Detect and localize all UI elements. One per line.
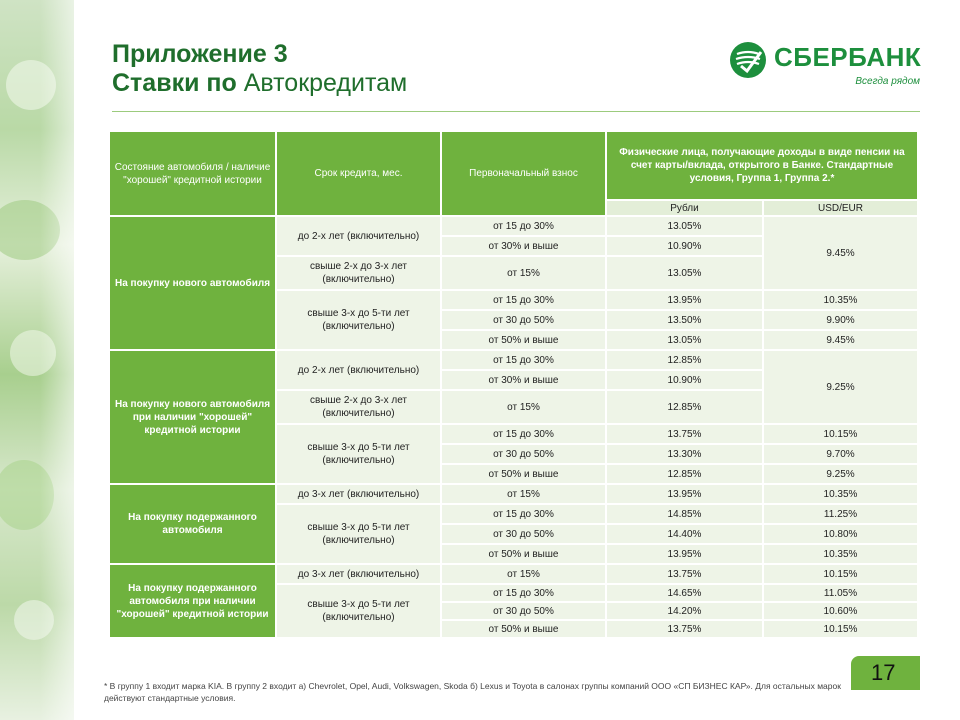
usd-rate-cell: 10.35% xyxy=(762,543,919,565)
rub-rate-cell: 13.75% xyxy=(605,619,764,639)
rates-table: Состояние автомобиля / наличие "хорошей"… xyxy=(108,130,919,639)
title-line-2-rest: Автокредитам xyxy=(236,69,408,97)
rub-rate-cell: 14.65% xyxy=(605,583,764,603)
sberbank-logo: СБЕРБАНК Всегда рядом xyxy=(728,40,928,96)
down-payment-cell: от 30% и выше xyxy=(440,235,607,257)
usd-rate-cell: 10.35% xyxy=(762,483,919,505)
slide-title: Приложение 3 Ставки по Автокредитам xyxy=(112,40,407,98)
usd-rate-cell: 9.45% xyxy=(762,329,919,351)
down-payment-cell: от 50% и выше xyxy=(440,329,607,351)
logo-tagline: Всегда рядом xyxy=(855,76,920,87)
usd-rate-cell: 9.25% xyxy=(762,463,919,485)
term-cell: свыше 3-х до 5-ти лет (включительно) xyxy=(275,503,442,565)
header-term: Срок кредита, мес. xyxy=(275,130,442,217)
term-cell: свыше 3-х до 5-ти лет (включительно) xyxy=(275,423,442,485)
down-payment-cell: от 15 до 30% xyxy=(440,349,607,371)
term-cell: свыше 3-х до 5-ти лет (включительно) xyxy=(275,583,442,639)
rub-rate-cell: 10.90% xyxy=(605,235,764,257)
rub-rate-cell: 12.85% xyxy=(605,349,764,371)
title-line-2: Ставки по Автокредитам xyxy=(112,69,407,98)
usd-rate-cell: 11.05% xyxy=(762,583,919,603)
header-condition: Состояние автомобиля / наличие "хорошей"… xyxy=(108,130,277,217)
rub-rate-cell: 13.30% xyxy=(605,443,764,465)
down-payment-cell: от 15 до 30% xyxy=(440,423,607,445)
down-payment-cell: от 15% xyxy=(440,255,607,291)
down-payment-cell: от 30 до 50% xyxy=(440,443,607,465)
down-payment-cell: от 30 до 50% xyxy=(440,309,607,331)
usd-rate-cell: 10.80% xyxy=(762,523,919,545)
rub-rate-cell: 13.05% xyxy=(605,329,764,351)
usd-rate-cell: 9.45% xyxy=(762,215,919,291)
down-payment-cell: от 30% и выше xyxy=(440,369,607,391)
category-new-car-good-history: На покупку нового автомобиля при наличии… xyxy=(108,349,277,485)
category-used-car-good-history: На покупку подержанного автомобиля при н… xyxy=(108,563,277,639)
down-payment-cell: от 30 до 50% xyxy=(440,523,607,545)
down-payment-cell: от 15% xyxy=(440,389,607,425)
title-line-1: Приложение 3 xyxy=(112,40,288,68)
rub-rate-cell: 13.05% xyxy=(605,215,764,237)
term-cell: до 2-х лет (включительно) xyxy=(275,349,442,391)
rub-rate-cell: 14.20% xyxy=(605,601,764,621)
header-down-payment: Первоначальный взнос xyxy=(440,130,607,217)
down-payment-cell: от 15 до 30% xyxy=(440,503,607,525)
rub-rate-cell: 13.95% xyxy=(605,483,764,505)
down-payment-cell: от 30 до 50% xyxy=(440,601,607,621)
down-payment-cell: от 50% и выше xyxy=(440,463,607,485)
usd-rate-cell: 10.60% xyxy=(762,601,919,621)
header-rub: Рубли xyxy=(605,199,764,217)
rub-rate-cell: 14.85% xyxy=(605,503,764,525)
usd-rate-cell: 9.25% xyxy=(762,349,919,425)
rub-rate-cell: 12.85% xyxy=(605,389,764,425)
sberbank-emblem-icon xyxy=(730,42,766,78)
rub-rate-cell: 13.75% xyxy=(605,563,764,585)
rub-rate-cell: 14.40% xyxy=(605,523,764,545)
category-new-car: На покупку нового автомобиля xyxy=(108,215,277,351)
side-fade xyxy=(40,0,100,720)
usd-rate-cell: 9.90% xyxy=(762,309,919,331)
term-cell: до 3-х лет (включительно) xyxy=(275,483,442,505)
down-payment-cell: от 15% xyxy=(440,483,607,505)
category-used-car: На покупку подержанного автомобиля xyxy=(108,483,277,565)
rub-rate-cell: 13.05% xyxy=(605,255,764,291)
rub-rate-cell: 13.50% xyxy=(605,309,764,331)
header-individuals: Физические лица, получающие доходы в вид… xyxy=(605,130,919,201)
usd-rate-cell: 10.15% xyxy=(762,563,919,585)
rub-rate-cell: 13.95% xyxy=(605,289,764,311)
slide-number: 17 xyxy=(871,660,896,685)
term-cell: до 2-х лет (включительно) xyxy=(275,215,442,257)
term-cell: до 3-х лет (включительно) xyxy=(275,563,442,585)
term-cell: свыше 2-х до 3-х лет (включительно) xyxy=(275,389,442,425)
rub-rate-cell: 13.75% xyxy=(605,423,764,445)
rub-rate-cell: 10.90% xyxy=(605,369,764,391)
term-cell: свыше 2-х до 3-х лет (включительно) xyxy=(275,255,442,291)
down-payment-cell: от 15% xyxy=(440,563,607,585)
usd-rate-cell: 9.70% xyxy=(762,443,919,465)
logo-wordmark: СБЕРБАНК xyxy=(774,42,922,72)
usd-rate-cell: 10.35% xyxy=(762,289,919,311)
down-payment-cell: от 15 до 30% xyxy=(440,583,607,603)
header-usd-eur: USD/EUR xyxy=(762,199,919,217)
down-payment-cell: от 15 до 30% xyxy=(440,289,607,311)
down-payment-cell: от 50% и выше xyxy=(440,619,607,639)
usd-rate-cell: 11.25% xyxy=(762,503,919,525)
usd-rate-cell: 10.15% xyxy=(762,619,919,639)
down-payment-cell: от 15 до 30% xyxy=(440,215,607,237)
usd-rate-cell: 10.15% xyxy=(762,423,919,445)
rub-rate-cell: 13.95% xyxy=(605,543,764,565)
footnote: * В группу 1 входит марка KIA. В группу … xyxy=(104,681,841,703)
slide-number-badge: 17 xyxy=(851,656,920,690)
rub-rate-cell: 12.85% xyxy=(605,463,764,485)
title-line-2-bold: Ставки по xyxy=(112,69,237,97)
term-cell: свыше 3-х до 5-ти лет (включительно) xyxy=(275,289,442,351)
down-payment-cell: от 50% и выше xyxy=(440,543,607,565)
header-divider xyxy=(112,111,920,112)
